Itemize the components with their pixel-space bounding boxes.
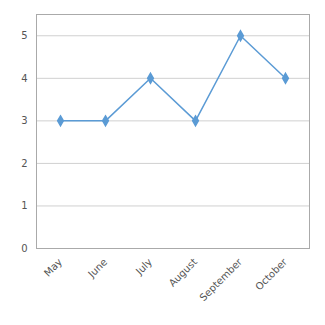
svg-text:May: May xyxy=(42,256,64,278)
svg-text:June: June xyxy=(85,256,109,280)
svg-text:October: October xyxy=(253,256,290,293)
svg-text:2: 2 xyxy=(21,158,27,169)
svg-text:4: 4 xyxy=(21,73,27,84)
svg-text:July: July xyxy=(133,256,154,277)
svg-text:September: September xyxy=(197,256,244,303)
svg-text:5: 5 xyxy=(21,30,27,41)
svg-text:August: August xyxy=(167,256,200,289)
svg-text:0: 0 xyxy=(21,243,27,254)
svg-text:1: 1 xyxy=(21,200,27,211)
svg-text:3: 3 xyxy=(21,115,27,126)
